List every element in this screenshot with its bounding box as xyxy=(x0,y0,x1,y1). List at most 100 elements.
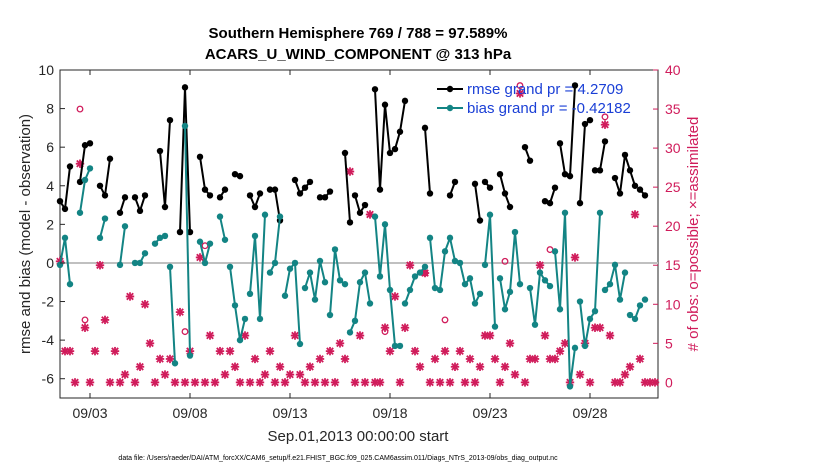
obs-star-stroke xyxy=(176,308,184,316)
obs-star-stroke xyxy=(336,339,344,348)
obs-star-stroke xyxy=(606,331,614,340)
obs-star-stroke xyxy=(261,370,269,379)
obs-star-stroke xyxy=(306,362,314,371)
assimilated-marker xyxy=(555,346,565,356)
assimilated-marker xyxy=(150,378,160,387)
assimilated-marker xyxy=(490,354,500,364)
data-point xyxy=(561,170,569,178)
data-point xyxy=(66,163,74,170)
data-point xyxy=(236,336,244,344)
possible-marker xyxy=(441,316,449,324)
obs-star-stroke xyxy=(361,378,369,387)
data-point xyxy=(571,344,579,352)
obs-star-stroke xyxy=(241,331,249,340)
obs-star-stroke xyxy=(201,378,209,387)
assimilated-marker xyxy=(455,346,465,356)
data-point xyxy=(76,178,84,186)
data-point xyxy=(591,307,599,315)
obs-star-stroke xyxy=(551,355,559,363)
data-point xyxy=(246,290,254,298)
obs-star-stroke xyxy=(476,362,484,371)
y-right-tick-label: 15 xyxy=(665,257,681,273)
assimilated-marker xyxy=(140,300,150,309)
assimilated-marker xyxy=(205,331,215,340)
obs-star-stroke xyxy=(376,378,384,387)
assimilated-marker xyxy=(330,378,340,387)
data-point xyxy=(596,209,604,216)
assimilated-marker xyxy=(300,378,310,387)
obs-star-stroke xyxy=(391,292,399,301)
obs-star-stroke xyxy=(516,89,524,98)
obs-star-stroke xyxy=(281,378,289,387)
assimilated-marker xyxy=(540,331,550,340)
data-point xyxy=(401,97,409,105)
obs-star-stroke xyxy=(146,339,154,348)
obs-star-stroke xyxy=(66,347,74,355)
assimilated-marker xyxy=(595,323,605,332)
assimilated-marker xyxy=(210,378,220,387)
assimilated-marker xyxy=(530,354,540,364)
data-point xyxy=(276,213,284,220)
data-point xyxy=(391,145,399,153)
data-point xyxy=(551,248,559,255)
obs-star-stroke xyxy=(631,210,639,219)
obs-star-stroke xyxy=(106,378,114,387)
data-point xyxy=(306,269,314,276)
data-point xyxy=(221,186,229,193)
assimilated-marker xyxy=(295,370,305,379)
possible-marker xyxy=(81,316,89,324)
data-point xyxy=(296,340,304,348)
data-point xyxy=(361,201,369,209)
obs-star-stroke xyxy=(586,378,594,387)
obs-star-stroke xyxy=(521,378,529,387)
data-point xyxy=(446,192,454,199)
data-point xyxy=(141,192,149,199)
data-point xyxy=(101,192,109,199)
data-point xyxy=(576,298,584,305)
obs-star-stroke xyxy=(256,378,264,387)
obs-star-stroke xyxy=(466,355,474,363)
assimilated-marker xyxy=(475,362,485,371)
obs-star-stroke xyxy=(491,355,499,363)
x-tick-label: 09/23 xyxy=(472,405,507,421)
data-point xyxy=(256,190,264,197)
data-point xyxy=(601,286,609,294)
series-segment xyxy=(294,179,311,196)
data-point xyxy=(471,300,479,307)
y-right-tick-label: 20 xyxy=(665,218,681,234)
data-point xyxy=(551,184,559,191)
assimilated-marker xyxy=(145,339,155,348)
assimilated-marker xyxy=(535,261,545,270)
obs-star-stroke xyxy=(411,347,419,355)
data-point xyxy=(161,203,169,211)
y-right-tick-label: 0 xyxy=(665,374,673,390)
possible-marker xyxy=(516,82,524,90)
data-point xyxy=(626,167,634,174)
data-point xyxy=(541,198,549,205)
assimilated-marker xyxy=(405,261,415,270)
series-segment xyxy=(374,89,391,190)
data-point xyxy=(511,228,519,236)
y-right-tick-label: 10 xyxy=(665,296,681,312)
assimilated-marker xyxy=(135,362,145,371)
series-segment xyxy=(424,127,431,194)
assimilated-marker xyxy=(520,378,530,387)
data-point xyxy=(496,170,504,178)
obs-star-stroke xyxy=(456,347,464,355)
data-point xyxy=(346,329,354,336)
obs-star-stroke xyxy=(571,253,579,262)
assimilated-marker xyxy=(110,346,120,356)
data-point xyxy=(231,170,239,178)
obs-star-stroke xyxy=(576,370,584,379)
obs-star-stroke xyxy=(406,261,414,270)
obs-star-stroke xyxy=(326,347,334,355)
data-point xyxy=(171,360,179,367)
data-point xyxy=(641,192,649,199)
data-point xyxy=(136,259,144,267)
data-point xyxy=(311,296,319,303)
legend-rmse-marker xyxy=(446,85,454,93)
assimilated-marker xyxy=(635,354,645,364)
assimilated-marker xyxy=(410,346,420,356)
obs-star-stroke xyxy=(136,362,144,371)
data-point xyxy=(151,240,159,247)
